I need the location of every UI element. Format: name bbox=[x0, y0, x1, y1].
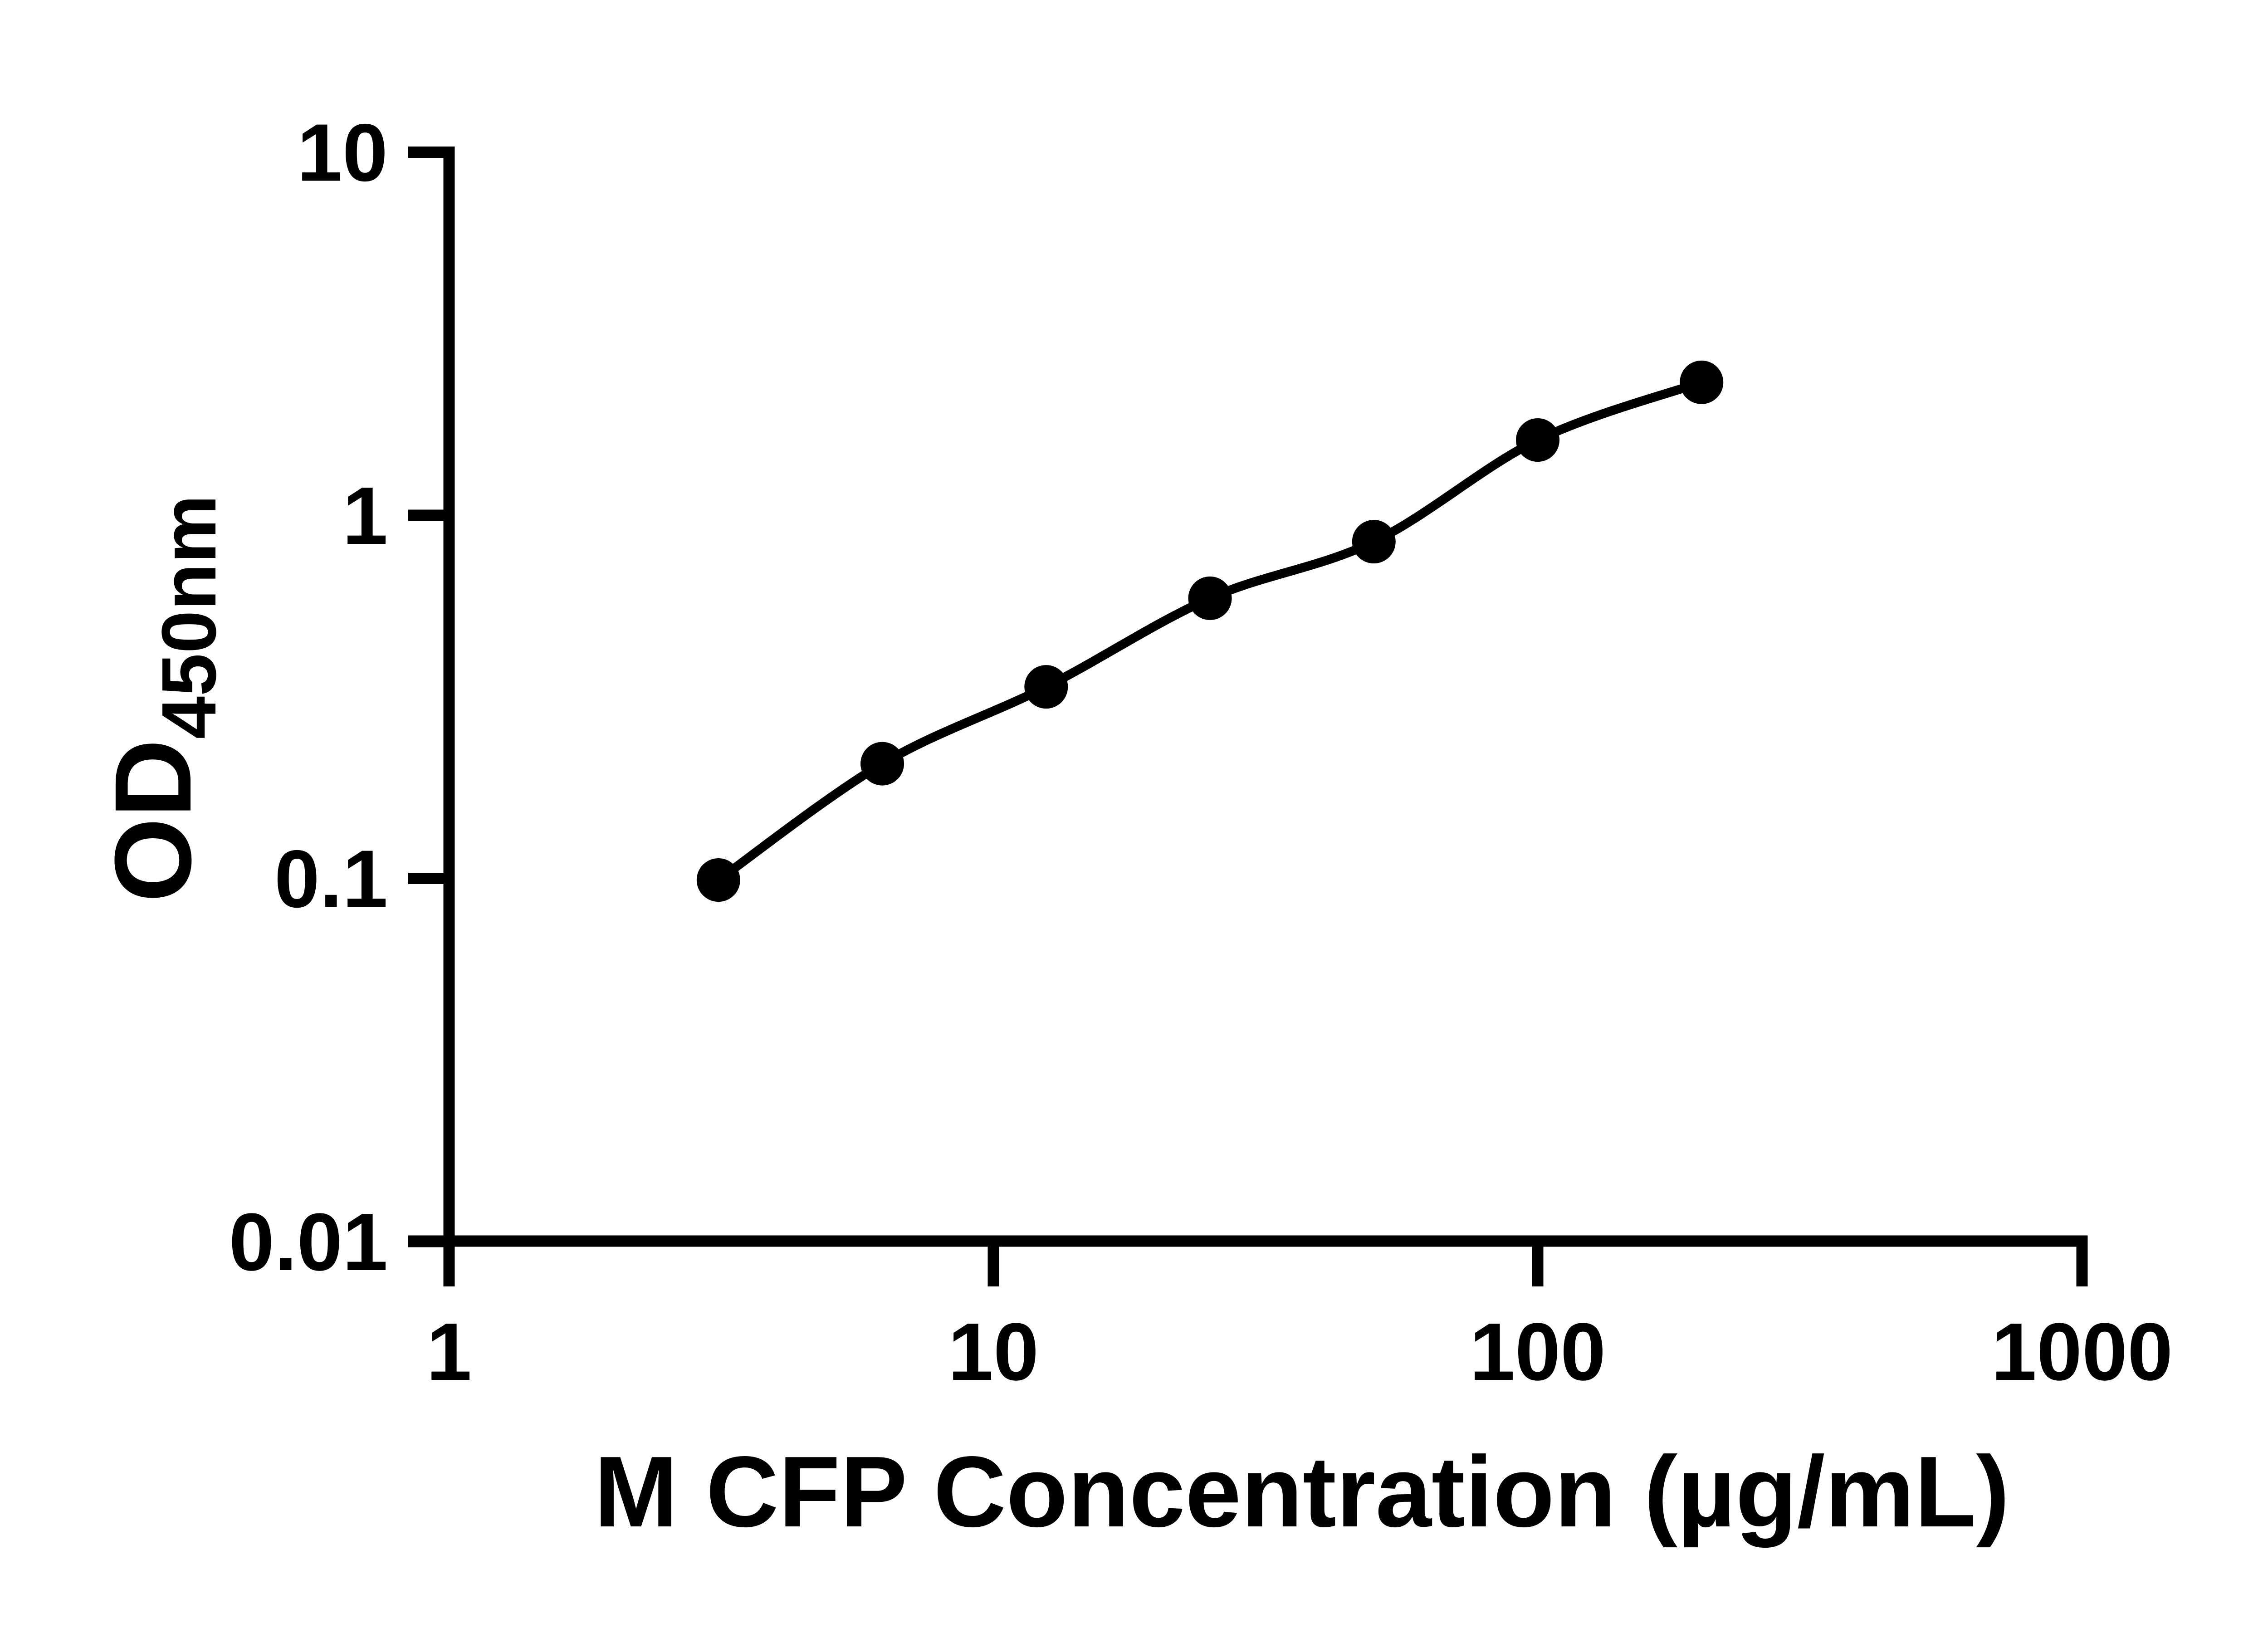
x-axis-title: M CFP Concentration (µg/mL) bbox=[594, 1436, 2010, 1548]
y-axis-title-sub: 450nm bbox=[146, 495, 232, 739]
x-tick-label: 10 bbox=[948, 1306, 1039, 1398]
y-axis-title: OD450nm bbox=[92, 495, 232, 903]
data-point-marker bbox=[1352, 520, 1396, 564]
y-axis-title-main: OD bbox=[92, 739, 214, 902]
y-tick-label: 0.01 bbox=[229, 1197, 388, 1288]
x-tick-label: 100 bbox=[1470, 1306, 1606, 1398]
fit-curve-line bbox=[716, 378, 1703, 884]
data-point-marker bbox=[1516, 418, 1559, 462]
data-point-marker bbox=[1680, 360, 1724, 404]
data-point-marker bbox=[860, 742, 904, 786]
plot-area: 10 1 0.1 0.01 1 10 100 1000 bbox=[229, 108, 2173, 1398]
x-tick-label: 1000 bbox=[1991, 1306, 2173, 1398]
y-tick-label: 1 bbox=[342, 470, 388, 562]
data-point-marker bbox=[1188, 576, 1232, 620]
x-tick-label: 1 bbox=[426, 1306, 472, 1398]
data-point-marker bbox=[696, 858, 740, 902]
data-point-marker bbox=[1024, 665, 1068, 709]
y-tick-label: 10 bbox=[297, 108, 388, 199]
y-tick-label: 0.1 bbox=[274, 834, 388, 925]
